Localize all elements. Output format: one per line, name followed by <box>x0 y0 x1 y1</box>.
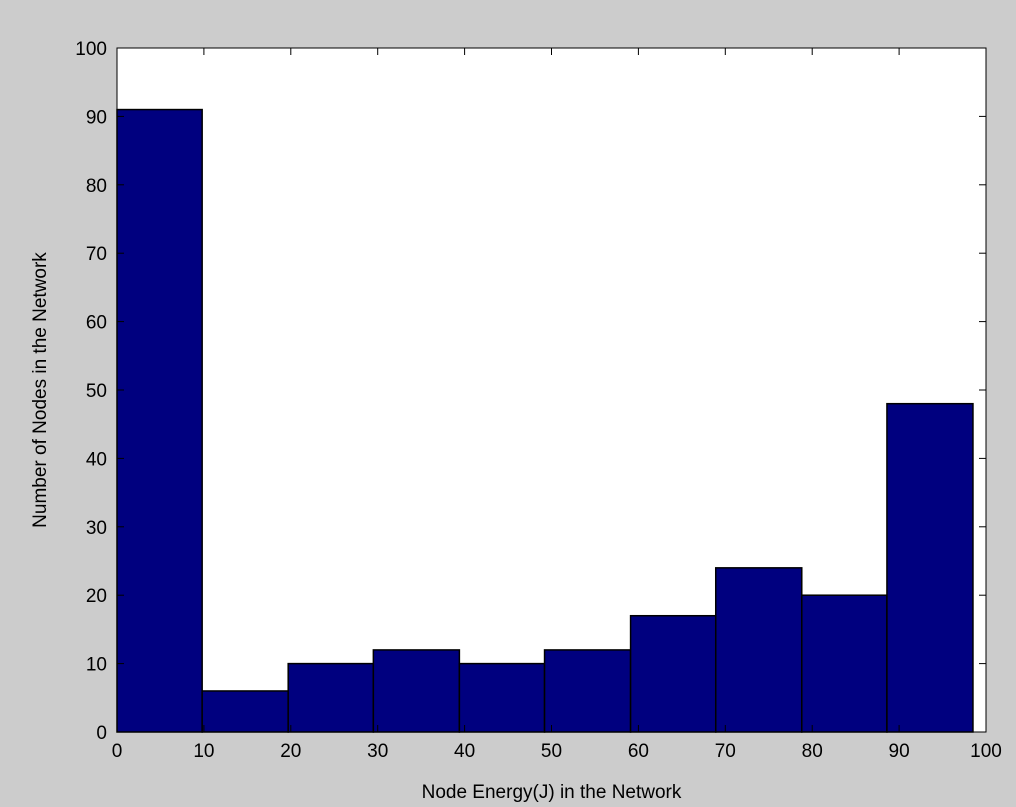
y-tick-label: 70 <box>86 244 107 265</box>
histogram-bar-7 <box>629 614 717 733</box>
y-tick-label: 90 <box>86 107 107 128</box>
histogram-bar-6 <box>543 649 632 733</box>
y-tick-label: 50 <box>86 381 107 402</box>
y-tick-label: 100 <box>75 39 107 60</box>
x-tick-label: 0 <box>112 741 123 762</box>
x-tick-label: 40 <box>454 741 475 762</box>
histogram-bar-4 <box>372 649 461 733</box>
x-tick-label: 70 <box>715 741 736 762</box>
y-tick-label: 0 <box>96 723 107 744</box>
histogram-bar-8 <box>714 567 803 733</box>
y-tick-label: 40 <box>86 449 107 470</box>
x-tick-label: 50 <box>541 741 562 762</box>
x-axis-label: Node Energy(J) in the Network <box>422 782 682 803</box>
histogram-bar-5 <box>458 662 546 733</box>
y-tick-label: 60 <box>86 313 107 334</box>
x-tick-label: 100 <box>970 741 1002 762</box>
x-tick-label: 20 <box>280 741 301 762</box>
x-tick-label: 60 <box>628 741 649 762</box>
histogram-bar-9 <box>801 594 888 733</box>
x-tick-label: 90 <box>889 741 910 762</box>
histogram-bar-3 <box>287 662 375 733</box>
y-tick-label: 10 <box>86 655 107 676</box>
bars-group <box>116 108 974 733</box>
histogram-bar-1 <box>116 108 203 733</box>
x-tick-label: 30 <box>367 741 388 762</box>
ticks-group: 0 10 20 30 40 50 60 70 80 90 100 0 10 20 30 40 50 60 70 80 9… <box>75 39 1002 762</box>
y-tick-label: 20 <box>86 586 107 607</box>
histogram-bar-2 <box>201 690 289 733</box>
x-tick-label: 80 <box>802 741 823 762</box>
histogram-bar-10 <box>886 402 974 733</box>
y-tick-label: 30 <box>86 518 107 539</box>
y-axis-label: Number of Nodes in the Network <box>30 252 51 528</box>
x-tick-label: 10 <box>193 741 214 762</box>
y-tick-label: 80 <box>86 176 107 197</box>
